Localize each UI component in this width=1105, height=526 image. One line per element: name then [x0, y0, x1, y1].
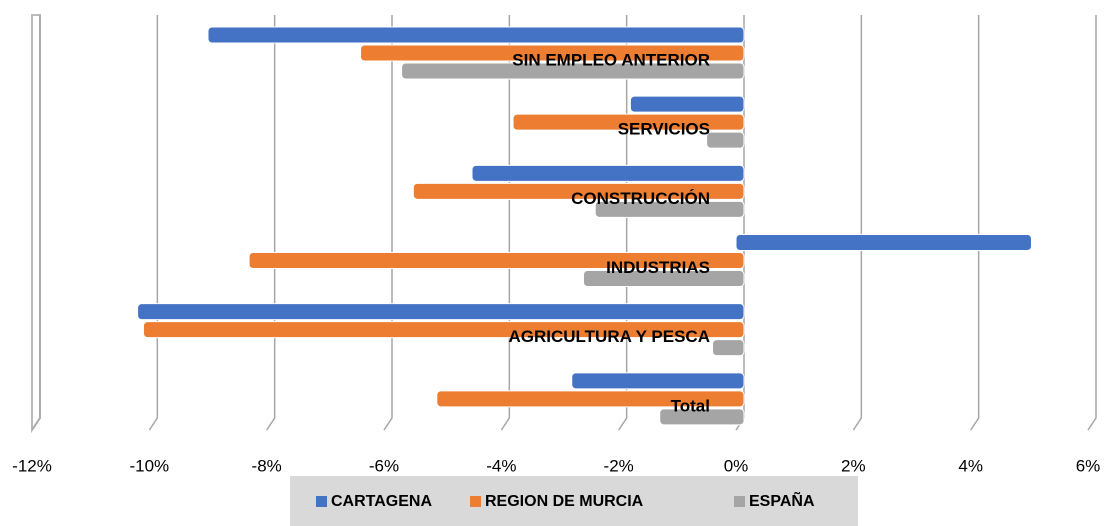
grid-line — [852, 15, 863, 431]
grid-line — [266, 15, 276, 431]
legend-marker — [316, 496, 327, 507]
bar — [412, 182, 745, 200]
bar — [401, 62, 745, 80]
grid-line — [383, 15, 393, 431]
x-tick-label: 2% — [841, 456, 866, 475]
bar — [571, 372, 745, 390]
grid-line — [500, 15, 511, 431]
grid-line — [148, 15, 159, 431]
bar — [142, 321, 745, 339]
category-label: SIN EMPLEO ANTERIOR — [512, 50, 710, 69]
legend-marker — [470, 496, 481, 507]
bar — [436, 390, 745, 408]
x-tick-label: 0% — [724, 456, 749, 475]
bar — [207, 26, 745, 44]
x-tick-label: -12% — [12, 456, 52, 475]
x-tick-label: -10% — [129, 456, 169, 475]
x-tick-label: 4% — [958, 456, 983, 475]
bar — [594, 200, 745, 218]
bar — [471, 164, 745, 182]
grid-line — [970, 15, 980, 431]
x-tick-label: -8% — [252, 456, 282, 475]
x-tick-label: -4% — [486, 456, 516, 475]
bar — [659, 408, 745, 426]
legend-label: CARTAGENA — [331, 493, 432, 510]
bar — [706, 131, 745, 149]
grid-line — [1087, 15, 1097, 431]
legend-label: REGION DE MURCIA — [485, 493, 644, 510]
bar — [712, 339, 745, 357]
grid-line — [618, 15, 628, 431]
category-label: CONSTRUCCIÓN — [571, 189, 710, 208]
category-label: INDUSTRIAS — [606, 258, 710, 277]
category-label: SERVICIOS — [618, 120, 710, 139]
bar — [735, 234, 1032, 251]
bar — [629, 95, 745, 113]
bar — [360, 44, 745, 62]
x-tick-label: -2% — [604, 456, 634, 475]
grid-line — [31, 15, 41, 431]
category-label: Total — [671, 396, 710, 415]
legend-marker — [734, 496, 745, 507]
x-tick-label: -6% — [369, 456, 399, 475]
bar — [248, 252, 745, 269]
legend-box — [290, 476, 858, 526]
category-label: AGRICULTURA Y PESCA — [508, 327, 710, 346]
legend-label: ESPAÑA — [749, 490, 815, 510]
bar — [582, 270, 745, 287]
x-tick-label: 6% — [1076, 456, 1101, 475]
wall — [31, 14, 41, 434]
bar — [512, 113, 745, 131]
bar — [137, 303, 745, 321]
